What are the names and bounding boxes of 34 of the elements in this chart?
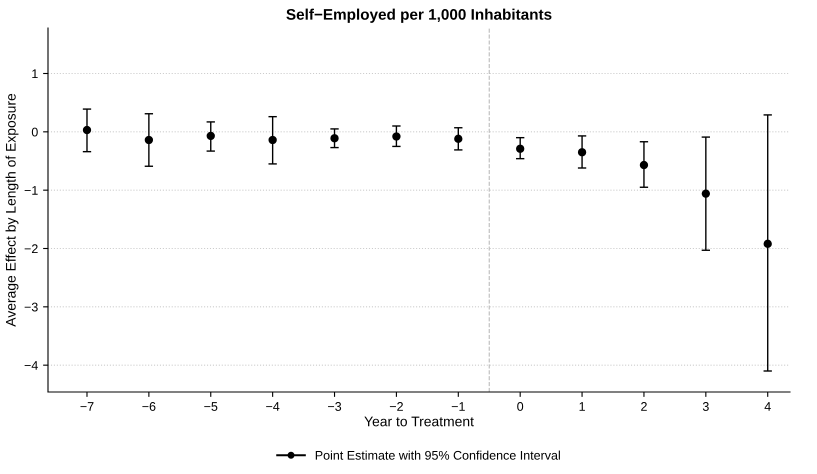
x-tick-label: 0 [517,402,524,411]
x-tick-label: −5 [204,402,218,411]
y-tick-label: −1 [24,186,38,195]
point [516,144,524,153]
x-tick-label: 3 [702,402,709,411]
x-tick-label: −4 [266,402,280,411]
y-axis-title: Average Effect by Length of Exposure [6,94,18,327]
x-tick-label: 4 [764,402,771,411]
x-tick-label: −3 [328,402,342,411]
y-tick-label: 0 [32,128,38,136]
point [392,132,401,141]
point [702,190,710,198]
x-tick-label: −1 [452,402,465,411]
point [454,134,462,143]
point [206,132,215,140]
legend-label: Point Estimate with 95% Confidence Interval [316,450,560,460]
y-tick-label: −2 [24,244,38,254]
point [640,160,648,170]
x-tick-label: −7 [80,402,94,411]
y-tick-label: −4 [24,361,38,370]
point [330,134,339,142]
point [578,148,586,156]
x-tick-label: −6 [142,402,156,411]
chart-title: Self−Employed per 1,000 Inhabitants [286,8,552,23]
point [268,136,277,144]
x-axis-title: Year to Treatment [364,416,474,426]
x-tick-label: −2 [390,402,403,411]
y-tick-label: −3 [24,302,38,312]
y-tick-label: 1 [32,69,38,78]
x-tick-label: 2 [641,402,647,411]
point [764,240,772,248]
x-tick-label: 1 [580,402,585,411]
point [82,126,92,134]
point [144,136,154,144]
